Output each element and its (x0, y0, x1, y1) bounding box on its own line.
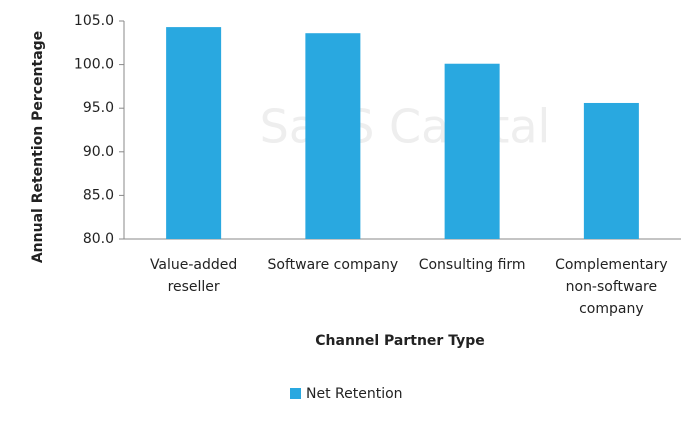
bar (583, 102, 639, 239)
legend-swatch (290, 388, 301, 399)
legend-label: Net Retention (306, 386, 403, 402)
y-tick-label: 100.0 (74, 57, 114, 73)
x-tick-label: Software company (267, 257, 399, 273)
y-tick-label: 95.0 (83, 100, 114, 116)
y-tick-label: 90.0 (83, 144, 114, 160)
x-tick-label: Complementary non-software company (555, 257, 668, 317)
y-axis-title: Annual Retention Percentage (30, 31, 46, 263)
bar (444, 63, 500, 240)
y-tick-label: 80.0 (83, 231, 114, 247)
bar (166, 27, 222, 239)
bar (305, 33, 361, 239)
x-axis-title: Channel Partner Type (315, 333, 485, 349)
x-tick-label: Value-added reseller (149, 257, 238, 295)
watermark: SaaS Capital (260, 100, 551, 154)
x-tick-label: Consulting firm (418, 257, 526, 273)
y-tick-label: 85.0 (83, 187, 114, 203)
y-tick-label: 105.0 (74, 13, 114, 29)
